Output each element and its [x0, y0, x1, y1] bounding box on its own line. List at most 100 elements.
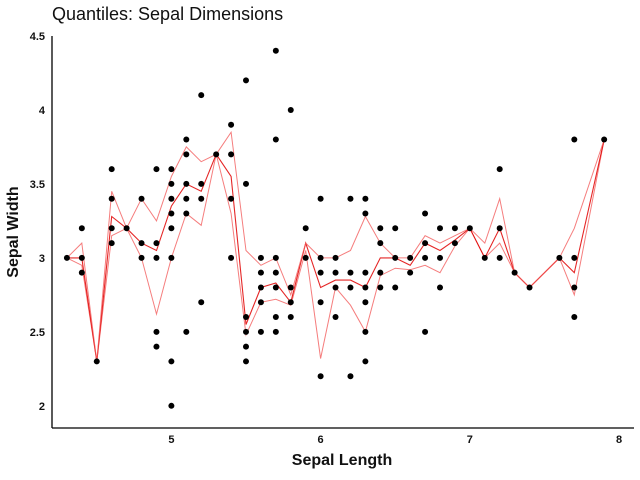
x-tick-label: 5	[168, 434, 174, 446]
data-point	[243, 77, 249, 84]
chart-title: Quantiles: Sepal Dimensions	[52, 4, 283, 24]
data-point	[422, 254, 429, 261]
data-point	[272, 284, 279, 291]
data-point	[138, 195, 145, 202]
data-point	[183, 136, 190, 143]
data-point	[601, 136, 608, 143]
data-point	[451, 225, 458, 232]
data-point	[437, 284, 443, 291]
data-point	[317, 195, 324, 202]
data-point	[496, 225, 503, 232]
data-point	[437, 225, 443, 232]
data-point	[347, 195, 354, 202]
data-point	[198, 92, 205, 99]
data-point	[287, 284, 294, 291]
data-point	[272, 328, 279, 335]
data-point	[183, 180, 190, 187]
data-point	[243, 180, 249, 187]
data-point	[362, 328, 369, 335]
y-tick-label: 3.5	[30, 179, 45, 191]
data-point	[78, 254, 85, 261]
data-point	[332, 254, 339, 261]
y-tick-label: 4.5	[30, 31, 45, 43]
data-point	[63, 254, 70, 261]
data-point	[392, 254, 399, 261]
data-point	[243, 328, 249, 335]
data-point	[272, 47, 279, 54]
data-point	[257, 269, 264, 276]
data-point	[183, 151, 190, 158]
data-point	[228, 151, 235, 158]
x-tick-label: 6	[318, 434, 324, 446]
data-point	[153, 328, 160, 335]
data-point	[422, 240, 429, 247]
data-point	[168, 166, 175, 173]
data-point	[362, 284, 369, 291]
data-point	[78, 225, 85, 232]
data-point	[362, 269, 369, 276]
x-tick-label: 7	[467, 434, 473, 446]
data-point	[496, 254, 503, 261]
data-point	[332, 314, 339, 321]
data-point	[257, 299, 264, 306]
quantile-lines	[66, 130, 605, 362]
quantile-line-q25	[66, 139, 605, 362]
data-point	[108, 166, 115, 173]
data-point	[272, 254, 279, 261]
data-point	[302, 225, 309, 232]
data-point	[571, 254, 578, 261]
data-point	[317, 269, 324, 276]
data-point	[198, 299, 205, 306]
data-point	[257, 284, 264, 291]
data-point	[362, 358, 369, 365]
data-point	[496, 166, 503, 173]
y-axis-title: Sepal Width	[5, 186, 22, 277]
y-tick-label: 2	[39, 401, 45, 413]
data-point	[272, 269, 279, 276]
data-point	[138, 240, 145, 247]
data-point	[347, 284, 354, 291]
data-point	[153, 240, 160, 247]
data-point	[183, 328, 190, 335]
data-point	[392, 225, 399, 232]
data-point	[377, 225, 384, 232]
data-point	[228, 195, 235, 202]
data-point	[407, 269, 414, 276]
data-point	[123, 225, 130, 232]
data-point	[377, 269, 384, 276]
data-point	[466, 225, 473, 232]
data-point	[422, 210, 429, 217]
y-tick-label: 2.5	[30, 327, 45, 339]
data-point	[93, 358, 100, 365]
data-point	[287, 299, 294, 306]
data-point	[392, 284, 399, 291]
data-point	[511, 269, 518, 276]
data-point	[243, 343, 249, 350]
data-point	[168, 402, 175, 409]
data-point	[272, 314, 279, 321]
data-point	[287, 314, 294, 321]
data-point	[153, 343, 160, 350]
data-point	[78, 269, 85, 276]
data-point	[362, 299, 369, 306]
data-point	[332, 284, 339, 291]
data-point	[257, 254, 264, 261]
data-point	[168, 195, 175, 202]
data-point	[451, 240, 458, 247]
data-point	[407, 254, 414, 261]
data-point	[108, 225, 115, 232]
data-point	[287, 106, 294, 113]
data-point	[257, 328, 264, 335]
data-point	[153, 254, 160, 261]
data-point	[108, 195, 115, 202]
y-tick-label: 3	[39, 253, 45, 265]
data-point	[556, 254, 563, 261]
data-point	[228, 254, 235, 261]
data-point	[362, 210, 369, 217]
data-point	[347, 373, 354, 380]
data-point	[168, 358, 175, 365]
data-point	[317, 299, 324, 306]
data-point	[153, 166, 160, 173]
data-point	[198, 195, 205, 202]
